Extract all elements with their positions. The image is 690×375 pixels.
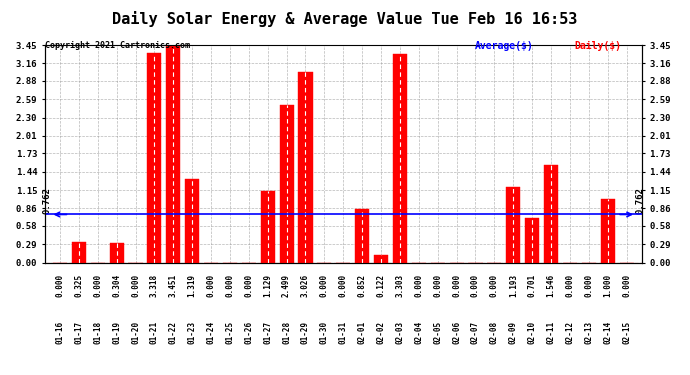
Text: 1.546: 1.546 (546, 274, 555, 297)
Text: 0.000: 0.000 (339, 274, 348, 297)
Bar (374, 255, 388, 262)
Text: 0.000: 0.000 (584, 274, 593, 297)
Text: 02-04: 02-04 (414, 321, 424, 344)
Text: 01-23: 01-23 (188, 321, 197, 344)
Text: 0.000: 0.000 (55, 274, 64, 297)
Text: 02-11: 02-11 (546, 321, 555, 344)
Text: 01-26: 01-26 (244, 321, 253, 344)
Text: 02-10: 02-10 (528, 321, 537, 344)
Text: 0.000: 0.000 (452, 274, 461, 297)
Text: 0.701: 0.701 (528, 274, 537, 297)
Text: 01-28: 01-28 (282, 321, 291, 344)
Text: 01-19: 01-19 (112, 321, 121, 344)
Text: 1.000: 1.000 (603, 274, 612, 297)
Text: 1.129: 1.129 (263, 274, 273, 297)
Text: 0.000: 0.000 (131, 274, 140, 297)
Bar (355, 209, 369, 262)
Text: 02-01: 02-01 (357, 321, 366, 344)
Text: Copyright 2021 Cartronics.com: Copyright 2021 Cartronics.com (45, 41, 190, 50)
Text: 0.762: 0.762 (42, 188, 51, 214)
Bar (279, 105, 294, 262)
Text: 02-07: 02-07 (471, 321, 480, 344)
Text: 02-03: 02-03 (395, 321, 404, 344)
Text: 02-12: 02-12 (565, 321, 575, 344)
Text: 0.762: 0.762 (635, 188, 644, 214)
Bar (506, 187, 520, 262)
Text: 0.000: 0.000 (93, 274, 102, 297)
Text: 01-21: 01-21 (150, 321, 159, 344)
Bar (261, 191, 275, 262)
Text: 02-02: 02-02 (377, 321, 386, 344)
Text: 0.000: 0.000 (414, 274, 424, 297)
Bar (600, 200, 615, 262)
Text: 1.319: 1.319 (188, 274, 197, 297)
Text: 0.000: 0.000 (565, 274, 575, 297)
Text: 02-06: 02-06 (452, 321, 461, 344)
Bar (166, 45, 180, 262)
Text: 3.303: 3.303 (395, 274, 404, 297)
Text: 2.499: 2.499 (282, 274, 291, 297)
Text: 02-05: 02-05 (433, 321, 442, 344)
Text: Average($): Average($) (475, 41, 533, 51)
Bar (110, 243, 124, 262)
Text: 01-30: 01-30 (320, 321, 329, 344)
Text: 01-20: 01-20 (131, 321, 140, 344)
Bar (298, 72, 313, 262)
Text: Daily Solar Energy & Average Value Tue Feb 16 16:53: Daily Solar Energy & Average Value Tue F… (112, 11, 578, 27)
Bar (72, 242, 86, 262)
Text: 01-31: 01-31 (339, 321, 348, 344)
Text: 0.304: 0.304 (112, 274, 121, 297)
Text: 01-24: 01-24 (206, 321, 215, 344)
Text: 02-13: 02-13 (584, 321, 593, 344)
Text: 02-14: 02-14 (603, 321, 612, 344)
Text: 0.000: 0.000 (320, 274, 329, 297)
Text: 0.852: 0.852 (357, 274, 366, 297)
Text: 0.000: 0.000 (244, 274, 253, 297)
Text: Daily($): Daily($) (575, 41, 622, 51)
Text: 01-29: 01-29 (301, 321, 310, 344)
Text: 01-18: 01-18 (93, 321, 102, 344)
Bar (148, 53, 161, 262)
Text: 0.122: 0.122 (377, 274, 386, 297)
Text: 01-27: 01-27 (263, 321, 273, 344)
Text: 3.318: 3.318 (150, 274, 159, 297)
Text: 01-22: 01-22 (169, 321, 178, 344)
Text: 3.451: 3.451 (169, 274, 178, 297)
Text: 01-17: 01-17 (75, 321, 83, 344)
Text: 0.000: 0.000 (622, 274, 631, 297)
Text: 02-15: 02-15 (622, 321, 631, 344)
Bar (393, 54, 407, 262)
Text: 3.026: 3.026 (301, 274, 310, 297)
Text: 0.000: 0.000 (226, 274, 235, 297)
Text: 01-16: 01-16 (55, 321, 64, 344)
Text: 01-25: 01-25 (226, 321, 235, 344)
Bar (185, 179, 199, 262)
Text: 0.325: 0.325 (75, 274, 83, 297)
Text: 02-08: 02-08 (490, 321, 499, 344)
Text: 0.000: 0.000 (433, 274, 442, 297)
Text: 02-09: 02-09 (509, 321, 518, 344)
Text: 0.000: 0.000 (206, 274, 215, 297)
Text: 0.000: 0.000 (490, 274, 499, 297)
Bar (525, 218, 539, 262)
Text: 0.000: 0.000 (471, 274, 480, 297)
Text: 1.193: 1.193 (509, 274, 518, 297)
Bar (544, 165, 558, 262)
